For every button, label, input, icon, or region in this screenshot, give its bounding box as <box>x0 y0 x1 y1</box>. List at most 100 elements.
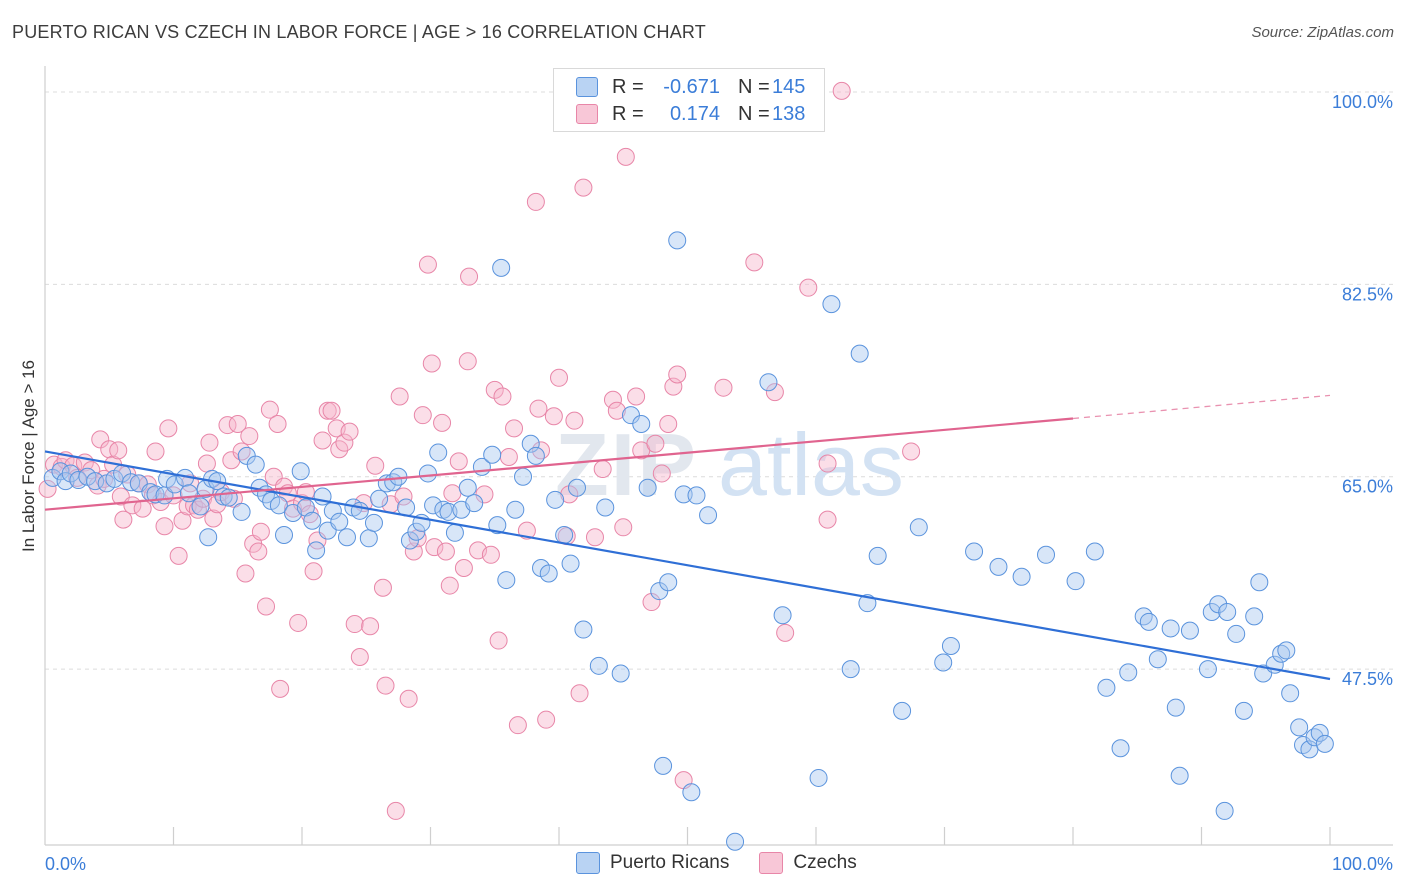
legend-row-puerto-ricans: R = -0.671 N = 145 <box>576 75 805 99</box>
puerto-ricans-point <box>841 660 860 679</box>
czechs-point <box>902 442 921 461</box>
czechs-point <box>544 407 563 426</box>
czechs-point <box>173 511 192 530</box>
x-tick-label: 0.0% <box>45 854 86 874</box>
czechs-point <box>526 192 545 211</box>
czechs-point <box>109 441 128 460</box>
czechs-point <box>228 414 247 433</box>
y-tick-label: 47.5% <box>1342 669 1393 689</box>
czechs-point <box>386 801 405 820</box>
puerto-ricans-point <box>445 523 464 542</box>
puerto-ricans-point <box>296 498 315 517</box>
puerto-ricans-point <box>359 529 378 548</box>
czechs-point <box>251 522 270 541</box>
czechs-point <box>664 377 683 396</box>
puerto-ricans-point <box>269 496 288 515</box>
czechs-point <box>614 518 633 537</box>
puerto-ricans-point <box>1166 698 1185 717</box>
czechs-point <box>532 441 551 460</box>
puerto-ricans-point <box>1281 684 1300 703</box>
puerto-ricans-point <box>400 531 419 550</box>
puerto-ricans-point <box>1085 542 1104 561</box>
czechs-point <box>169 546 188 565</box>
czechs-point <box>537 710 556 729</box>
puerto-ricans-point <box>654 756 673 775</box>
czechs-point <box>418 255 437 274</box>
puerto-ricans-point <box>1111 739 1130 758</box>
czechs-point <box>436 542 455 561</box>
czechs-point <box>350 648 369 667</box>
czechs-point <box>668 365 687 384</box>
czechs-point <box>361 617 380 636</box>
czechs-point <box>745 253 764 272</box>
puerto-ricans-point <box>1245 607 1264 626</box>
czechs-point <box>585 528 604 547</box>
czechs-point <box>284 499 303 518</box>
czechs-point <box>200 433 219 452</box>
czechs-point <box>607 401 626 420</box>
czechs-point <box>345 615 364 634</box>
puerto-ricans-point <box>1066 572 1085 591</box>
puerto-ricans-point <box>699 506 718 525</box>
n-label: N = <box>738 102 770 125</box>
czechs-point <box>413 406 432 425</box>
czechs-point <box>335 433 354 452</box>
puerto-ricans-point <box>1119 663 1138 682</box>
puerto-ricans-point <box>1209 595 1228 614</box>
puerto-ricans-point <box>909 518 928 537</box>
puerto-ricans-point <box>668 231 687 250</box>
czechs-point <box>433 413 452 432</box>
puerto-ricans-point <box>1180 621 1199 640</box>
czechs-point <box>322 401 341 420</box>
puerto-ricans-point <box>1097 678 1116 697</box>
czechs-point <box>159 419 178 438</box>
puerto-ricans-point <box>1310 723 1329 742</box>
puerto-ricans-point <box>638 478 657 497</box>
czechs-point <box>517 521 536 540</box>
czechs-point <box>652 464 671 483</box>
czechs-point <box>799 278 818 297</box>
axes <box>44 66 1393 846</box>
n-value: 145 <box>772 75 806 98</box>
puerto-ricans-point <box>1227 624 1246 643</box>
legend-row-czechs: R = 0.174 N = 138 <box>576 102 805 126</box>
puerto-ricans-point <box>86 472 105 491</box>
puerto-ricans-point <box>458 478 477 497</box>
czechs-point <box>366 456 385 475</box>
czechs-point <box>505 419 524 438</box>
puerto-ricans-point <box>497 571 516 590</box>
puerto-ricans-trend-line <box>44 450 1331 681</box>
puerto-ricans-point <box>574 620 593 639</box>
legend-item-czechs: Czechs <box>759 852 857 874</box>
puerto-ricans-point <box>1170 766 1189 785</box>
czechs-point <box>529 399 548 418</box>
puerto-ricans-point <box>546 490 565 509</box>
puerto-ricans-point <box>429 443 448 462</box>
czechs-point <box>304 562 323 581</box>
puerto-ricans-point <box>232 502 251 521</box>
puerto-ricans-point <box>611 664 630 683</box>
pink-swatch <box>576 104 598 124</box>
watermark-atlas: atlas <box>718 415 904 514</box>
blue-swatch <box>576 852 600 874</box>
puerto-ricans-point <box>1218 602 1237 621</box>
puerto-ricans-point <box>659 573 678 592</box>
puerto-ricans-point <box>726 832 745 851</box>
czechs-point <box>44 455 63 474</box>
r-label: R = <box>612 75 644 98</box>
puerto-ricans-point <box>773 606 792 625</box>
puerto-ricans-point <box>1315 734 1334 753</box>
czechs-point <box>114 510 133 529</box>
czechs-point <box>616 147 635 166</box>
czechs-point <box>91 430 110 449</box>
puerto-ricans-point <box>275 526 294 544</box>
czechs-point <box>236 564 255 583</box>
y-tick-label: 82.5% <box>1342 284 1393 304</box>
czechs-point <box>550 368 568 387</box>
czechs-point <box>422 354 441 373</box>
czechs-point <box>570 684 589 703</box>
source-label: Source: ZipAtlas.com <box>1251 24 1394 41</box>
r-value: -0.671 <box>663 75 720 98</box>
czechs-point <box>458 352 477 371</box>
